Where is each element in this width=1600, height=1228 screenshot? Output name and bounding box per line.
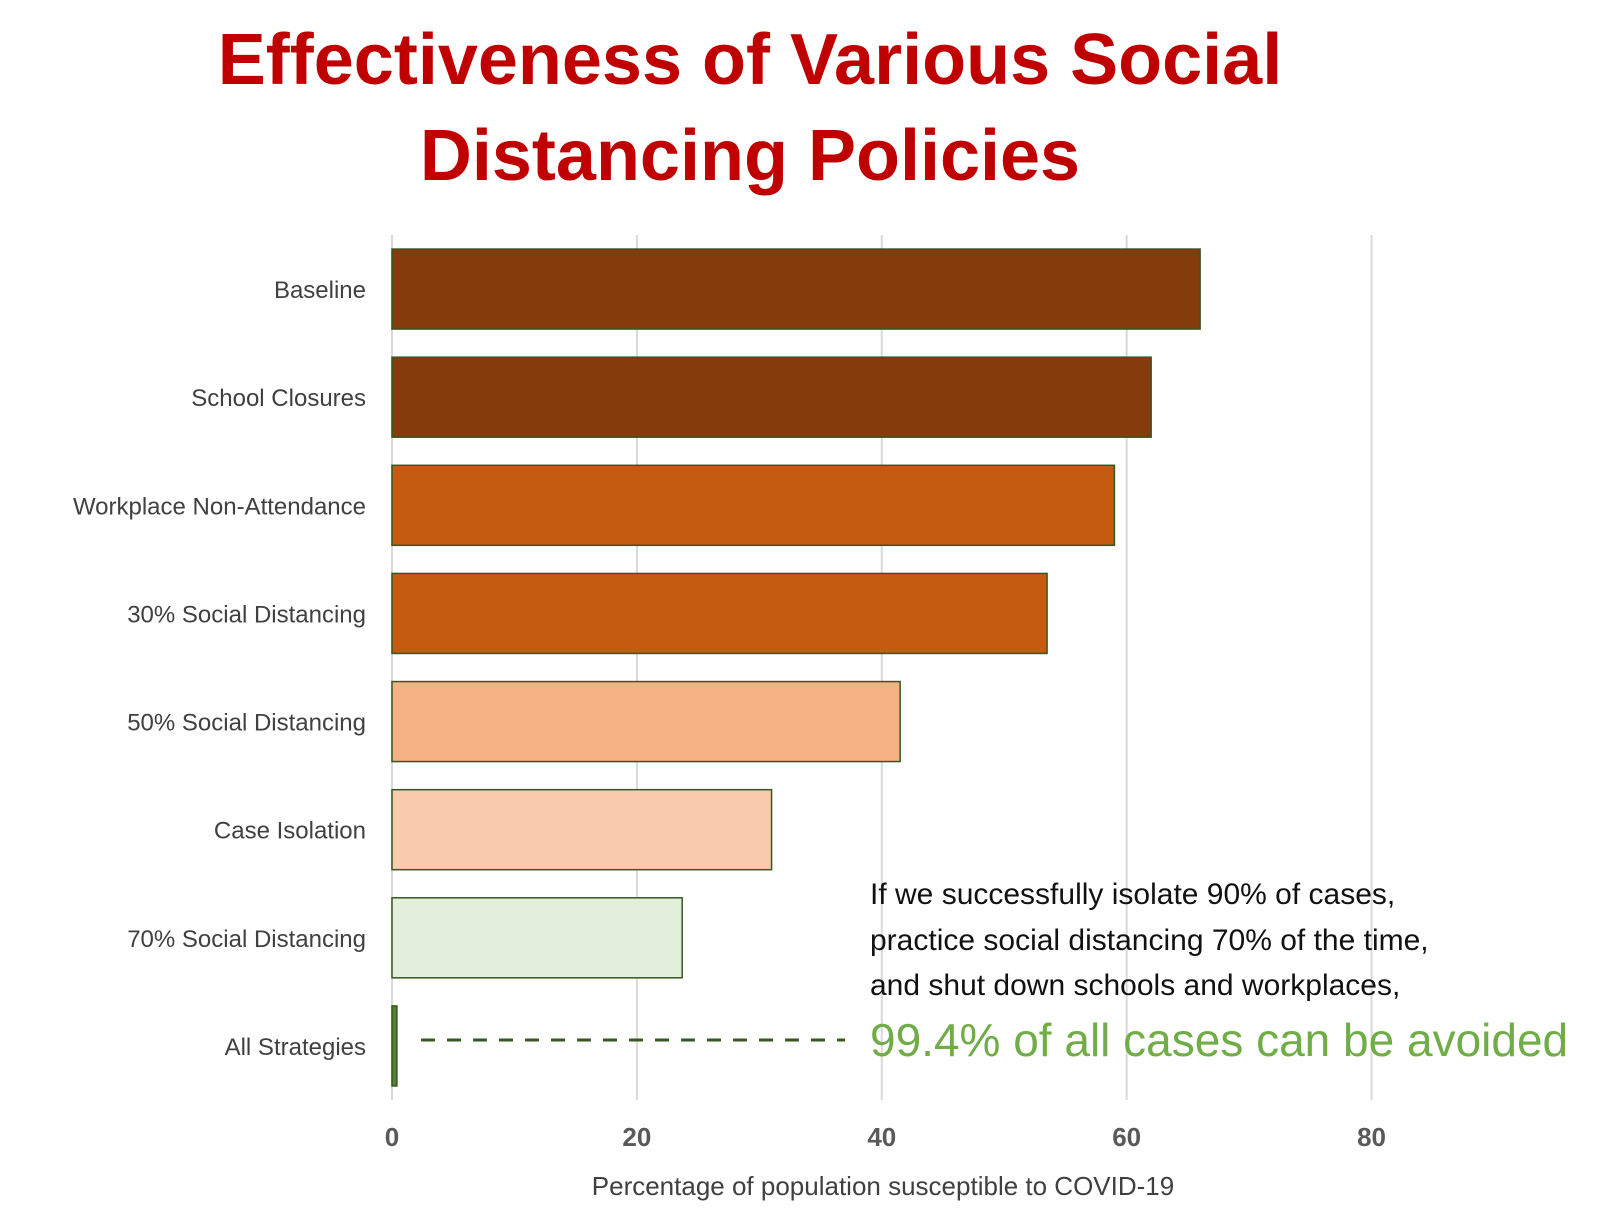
category-label: All Strategies xyxy=(225,1034,366,1061)
x-tick-label: 20 xyxy=(622,1122,651,1152)
bar xyxy=(391,680,901,763)
category-label: 30% Social Distancing xyxy=(127,601,366,628)
bar xyxy=(391,572,1048,655)
annotation-highlight: 99.4% of all cases can be avoided xyxy=(870,1014,1568,1066)
x-tick-label: 0 xyxy=(385,1122,399,1152)
x-axis-title: Percentage of population susceptible to … xyxy=(592,1171,1174,1201)
chart-title-line-1: Effectiveness of Various Social xyxy=(218,20,1282,100)
bar xyxy=(391,897,683,979)
bar xyxy=(391,356,1152,438)
annotation-line-3: and shut down schools and workplaces, xyxy=(870,969,1400,1002)
chart-title-line-2: Distancing Policies xyxy=(420,116,1080,196)
category-label: Workplace Non-Attendance xyxy=(73,493,366,520)
category-label: Baseline xyxy=(274,277,366,304)
category-label: 70% Social Distancing xyxy=(127,926,366,953)
x-tick-label: 60 xyxy=(1112,1122,1141,1152)
x-tick-labels: 0 20 40 60 80 xyxy=(385,1122,1386,1152)
bar xyxy=(391,1005,398,1087)
category-label: 50% Social Distancing xyxy=(127,710,366,737)
x-tick-label: 80 xyxy=(1357,1122,1386,1152)
category-label: Case Isolation xyxy=(214,818,366,845)
annotation-line-1: If we successfully isolate 90% of cases, xyxy=(870,878,1395,911)
bar xyxy=(391,248,1201,330)
category-labels: Baseline School Closures Workplace Non-Att… xyxy=(73,277,366,1061)
x-tick-label: 40 xyxy=(867,1122,896,1152)
bars xyxy=(391,248,1201,1087)
category-label: School Closures xyxy=(191,385,366,412)
bar xyxy=(391,788,773,871)
bar xyxy=(391,464,1116,547)
annotation-line-2: practice social distancing 70% of the ti… xyxy=(870,924,1429,957)
